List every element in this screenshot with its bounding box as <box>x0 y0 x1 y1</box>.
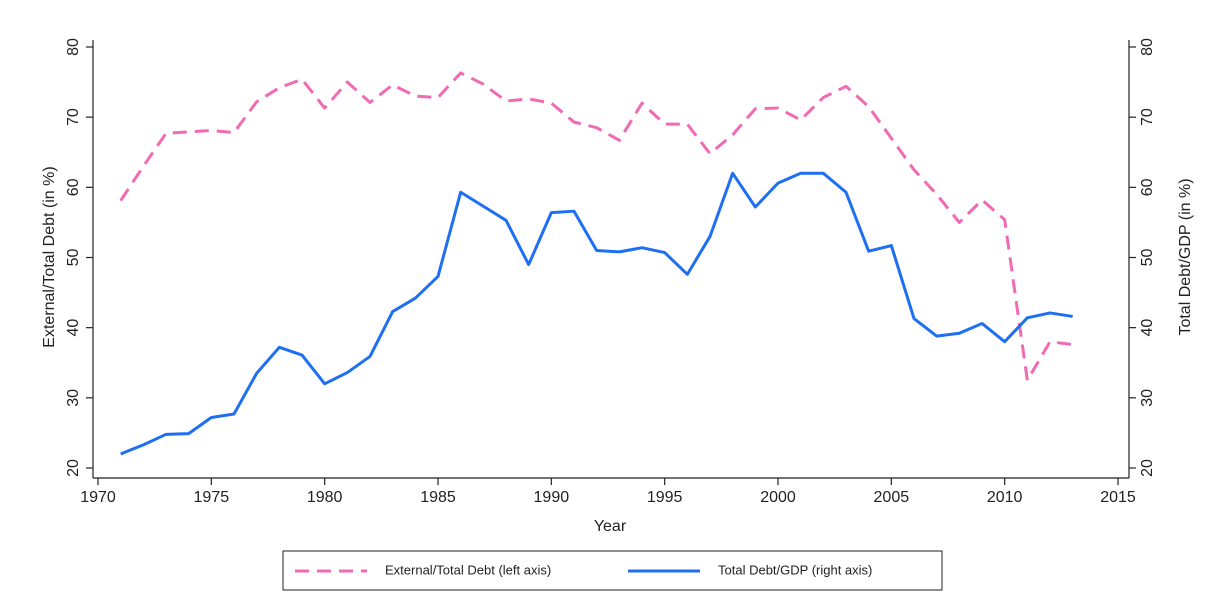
y2-tick-label: 20 <box>1139 459 1156 477</box>
y2-tick-label: 80 <box>1139 38 1156 56</box>
y-tick-label: 80 <box>65 38 82 56</box>
y2-axis-title: Total Debt/GDP (in %) <box>1177 178 1194 335</box>
x-tick-label: 1980 <box>307 489 343 506</box>
y2-tick-label: 50 <box>1139 249 1156 267</box>
legend-label: External/Total Debt (left axis) <box>385 562 551 577</box>
y2-tick-label: 30 <box>1139 389 1156 407</box>
y-axis-title: External/Total Debt (in %) <box>41 166 58 347</box>
x-tick-label: 2010 <box>987 489 1023 506</box>
x-tick-label: 1985 <box>420 489 456 506</box>
y-tick-label: 40 <box>65 319 82 337</box>
y-tick-label: 50 <box>65 249 82 267</box>
x-tick-label: 1995 <box>647 489 683 506</box>
x-tick-label: 1970 <box>80 489 116 506</box>
y-tick-label: 30 <box>65 389 82 407</box>
y2-tick-label: 60 <box>1139 178 1156 196</box>
x-tick-label: 1975 <box>194 489 230 506</box>
x-tick-label: 2015 <box>1100 489 1136 506</box>
y-tick-label: 60 <box>65 178 82 196</box>
y-tick-label: 70 <box>65 108 82 126</box>
x-tick-label: 2005 <box>874 489 910 506</box>
y-tick-label: 20 <box>65 459 82 477</box>
series-line <box>119 71 1073 382</box>
x-axis-title: Year <box>594 518 627 535</box>
x-tick-label: 1990 <box>534 489 570 506</box>
x-tick-label: 2000 <box>760 489 796 506</box>
legend-label: Total Debt/GDP (right axis) <box>718 562 872 577</box>
y2-tick-label: 70 <box>1139 108 1156 126</box>
series-line <box>120 171 1073 456</box>
legend-box <box>282 550 943 591</box>
y2-tick-label: 40 <box>1139 319 1156 337</box>
